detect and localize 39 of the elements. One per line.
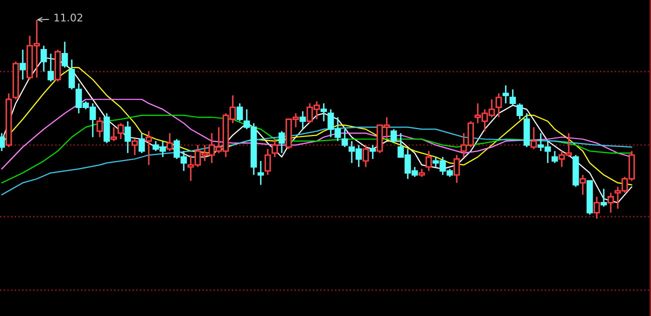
candlestick bbox=[320, 102, 327, 122]
candlestick bbox=[48, 52, 54, 82]
candlestick bbox=[110, 126, 117, 142]
candlestick bbox=[236, 102, 243, 122]
candlestick bbox=[300, 110, 306, 130]
candlestick bbox=[264, 148, 271, 176]
candlestick bbox=[370, 144, 376, 160]
candlestick bbox=[510, 88, 516, 106]
candlestick bbox=[20, 48, 26, 80]
candlestick bbox=[580, 174, 586, 196]
candlestick bbox=[118, 122, 124, 140]
candlestick bbox=[502, 84, 509, 104]
candlestick bbox=[0, 132, 5, 152]
annotation: 11.02 bbox=[54, 14, 82, 22]
candlestick bbox=[552, 150, 558, 164]
candlestick bbox=[166, 132, 173, 152]
candlestick bbox=[608, 192, 614, 214]
candlestick bbox=[426, 150, 432, 172]
candlestick bbox=[530, 126, 537, 150]
candlestick bbox=[138, 132, 145, 154]
candlestick bbox=[496, 92, 502, 118]
candlestick bbox=[454, 154, 460, 184]
candlestick bbox=[594, 196, 600, 220]
candlestick bbox=[362, 144, 369, 168]
candlestick bbox=[272, 138, 278, 158]
candlestick bbox=[132, 138, 138, 156]
candlestick bbox=[278, 130, 285, 154]
candlestick bbox=[342, 128, 348, 148]
candlestick bbox=[124, 120, 131, 154]
candlestick bbox=[600, 188, 607, 208]
candlestick bbox=[62, 41, 68, 68]
candlestick bbox=[40, 45, 47, 72]
candlestick bbox=[104, 112, 110, 144]
candlestick bbox=[258, 160, 264, 186]
candlestick bbox=[516, 102, 523, 120]
candlestick bbox=[96, 116, 103, 138]
candlestick bbox=[68, 58, 75, 90]
candlestick bbox=[390, 128, 397, 144]
candlestick bbox=[146, 130, 152, 166]
